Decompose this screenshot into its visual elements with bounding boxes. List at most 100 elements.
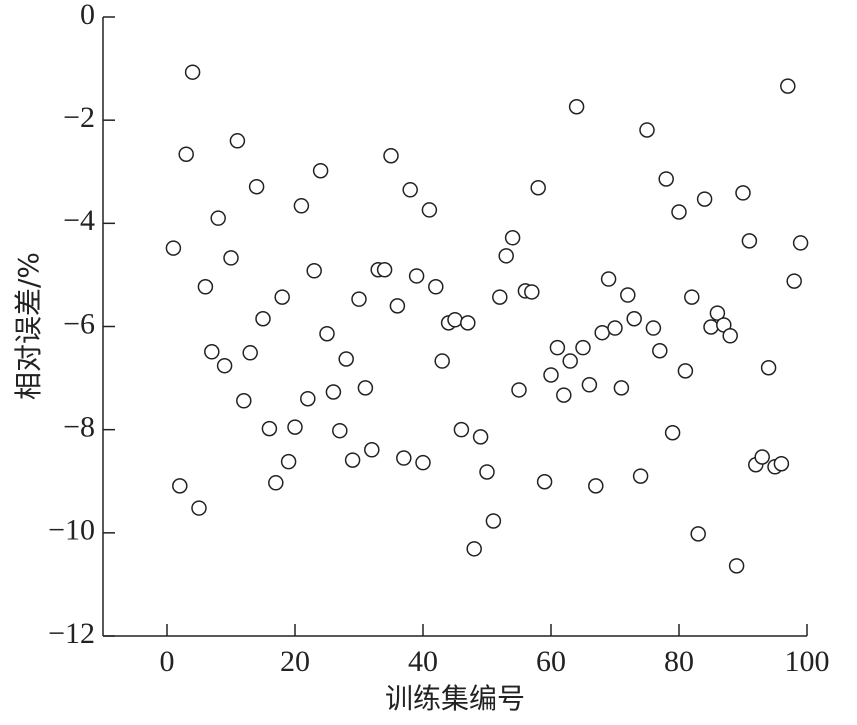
x-axis-label: 训练集编号 bbox=[385, 682, 525, 715]
point bbox=[332, 422, 348, 439]
point bbox=[556, 387, 572, 403]
point bbox=[735, 185, 751, 201]
point bbox=[677, 363, 694, 379]
point bbox=[594, 324, 610, 341]
y-tick-label: −12 bbox=[48, 617, 95, 650]
point bbox=[613, 380, 630, 396]
point bbox=[274, 289, 290, 305]
point bbox=[216, 357, 233, 374]
point bbox=[396, 450, 412, 466]
point bbox=[728, 558, 745, 574]
point bbox=[741, 233, 758, 249]
point bbox=[780, 78, 796, 94]
point bbox=[562, 353, 578, 369]
point bbox=[242, 345, 258, 361]
x-tick-label: 40 bbox=[408, 645, 438, 678]
point bbox=[344, 452, 361, 468]
point bbox=[434, 353, 450, 369]
x-tick-label: 0 bbox=[160, 645, 175, 678]
point bbox=[639, 122, 655, 138]
point bbox=[786, 273, 802, 289]
y-tick-label: −8 bbox=[63, 411, 95, 444]
point bbox=[607, 320, 623, 336]
point bbox=[722, 328, 738, 344]
point bbox=[645, 320, 662, 336]
point bbox=[223, 250, 239, 266]
point bbox=[351, 291, 367, 307]
point bbox=[408, 268, 425, 284]
point bbox=[210, 210, 226, 226]
point bbox=[703, 319, 719, 335]
point bbox=[543, 367, 559, 383]
point bbox=[376, 262, 393, 278]
point bbox=[568, 99, 585, 115]
point bbox=[453, 421, 470, 438]
point bbox=[447, 312, 463, 328]
point bbox=[466, 541, 482, 557]
point bbox=[306, 263, 322, 279]
y-tick-label: −10 bbox=[48, 514, 95, 547]
y-tick-label: −6 bbox=[63, 307, 95, 340]
point bbox=[626, 311, 642, 327]
point bbox=[293, 198, 310, 214]
point bbox=[652, 342, 668, 359]
point bbox=[204, 344, 220, 360]
point bbox=[312, 162, 329, 179]
point bbox=[172, 478, 188, 494]
point bbox=[792, 235, 809, 251]
point bbox=[511, 382, 527, 398]
point bbox=[492, 289, 508, 305]
point bbox=[325, 384, 342, 400]
point bbox=[165, 240, 182, 256]
point bbox=[632, 468, 649, 484]
point bbox=[319, 325, 335, 342]
x-tick-label: 80 bbox=[664, 645, 694, 678]
point bbox=[549, 339, 566, 356]
point bbox=[524, 284, 540, 300]
point bbox=[620, 287, 636, 303]
point bbox=[479, 464, 495, 480]
y-tick-label: −2 bbox=[63, 101, 95, 134]
point bbox=[178, 146, 194, 162]
x-tick-label: 20 bbox=[280, 645, 310, 678]
point bbox=[485, 513, 502, 529]
point bbox=[415, 454, 431, 471]
point bbox=[184, 64, 201, 80]
point bbox=[248, 178, 265, 195]
point bbox=[261, 420, 278, 437]
point bbox=[709, 305, 726, 321]
point bbox=[498, 248, 514, 264]
point bbox=[460, 315, 476, 331]
point bbox=[696, 191, 713, 207]
point bbox=[773, 455, 790, 472]
point bbox=[191, 500, 207, 516]
point bbox=[338, 351, 354, 367]
point bbox=[197, 279, 214, 295]
point bbox=[536, 474, 553, 490]
point bbox=[421, 202, 438, 218]
point bbox=[300, 390, 316, 407]
point bbox=[364, 442, 380, 458]
point bbox=[287, 419, 303, 435]
point bbox=[684, 289, 700, 305]
point bbox=[760, 360, 777, 376]
point bbox=[472, 429, 489, 445]
point bbox=[428, 279, 444, 295]
point bbox=[530, 179, 546, 196]
point bbox=[575, 339, 591, 356]
point bbox=[504, 230, 521, 246]
point bbox=[229, 133, 246, 149]
x-tick-label: 60 bbox=[536, 645, 566, 678]
point bbox=[236, 393, 252, 409]
point bbox=[389, 298, 406, 314]
point bbox=[402, 182, 418, 198]
point bbox=[280, 453, 297, 470]
y-tick-label: 0 bbox=[80, 0, 95, 31]
point bbox=[690, 526, 706, 542]
point bbox=[600, 271, 617, 287]
point bbox=[357, 380, 374, 396]
point bbox=[588, 478, 604, 494]
point bbox=[581, 377, 598, 393]
x-tick-label: 100 bbox=[785, 645, 830, 678]
point bbox=[664, 425, 681, 441]
